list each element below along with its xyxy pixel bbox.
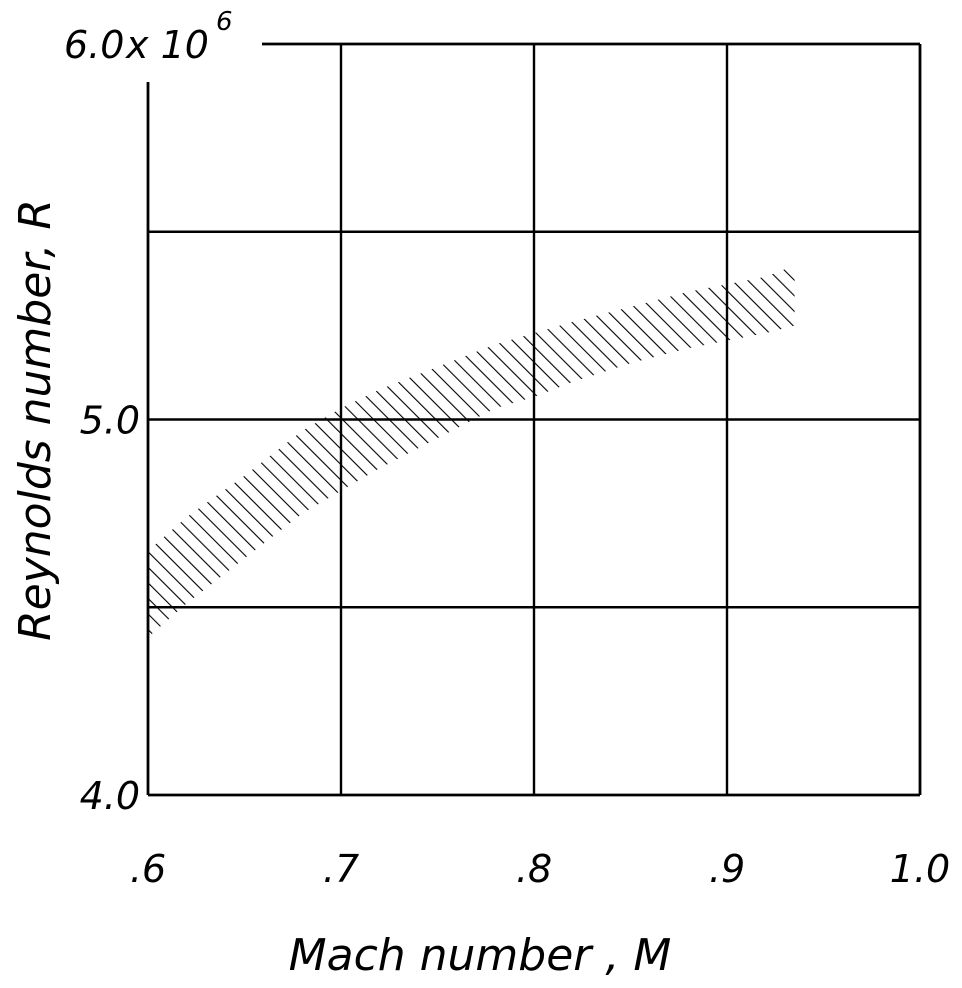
grid-lines xyxy=(148,44,920,795)
x-tick-label: .7 xyxy=(323,847,359,891)
x-axis-title: Mach number , M xyxy=(289,930,672,981)
tick-labels: .6 .7 .8 .9 1.0 4.0 5.0 xyxy=(80,399,951,892)
y-tick-label: 5.0 xyxy=(80,399,140,443)
x-tick-label: .9 xyxy=(709,847,745,891)
y-multiplier-exponent: 6 xyxy=(216,7,233,37)
y-axis-title: Reynolds number, R xyxy=(10,199,61,641)
y-tick-label-top: 6.0 xyxy=(64,23,124,67)
x-tick-label: 1.0 xyxy=(890,847,950,891)
hatched-band-area xyxy=(148,265,795,638)
y-tick-label: 4.0 xyxy=(80,774,140,818)
plot-frame xyxy=(146,42,922,797)
hatched-band xyxy=(148,265,795,638)
y-multiplier-text: x 10 xyxy=(125,23,209,67)
y-multiplier-label: 6.0 x 10 6 xyxy=(64,7,233,67)
x-tick-label: .6 xyxy=(130,847,166,891)
x-tick-label: .8 xyxy=(516,847,552,891)
